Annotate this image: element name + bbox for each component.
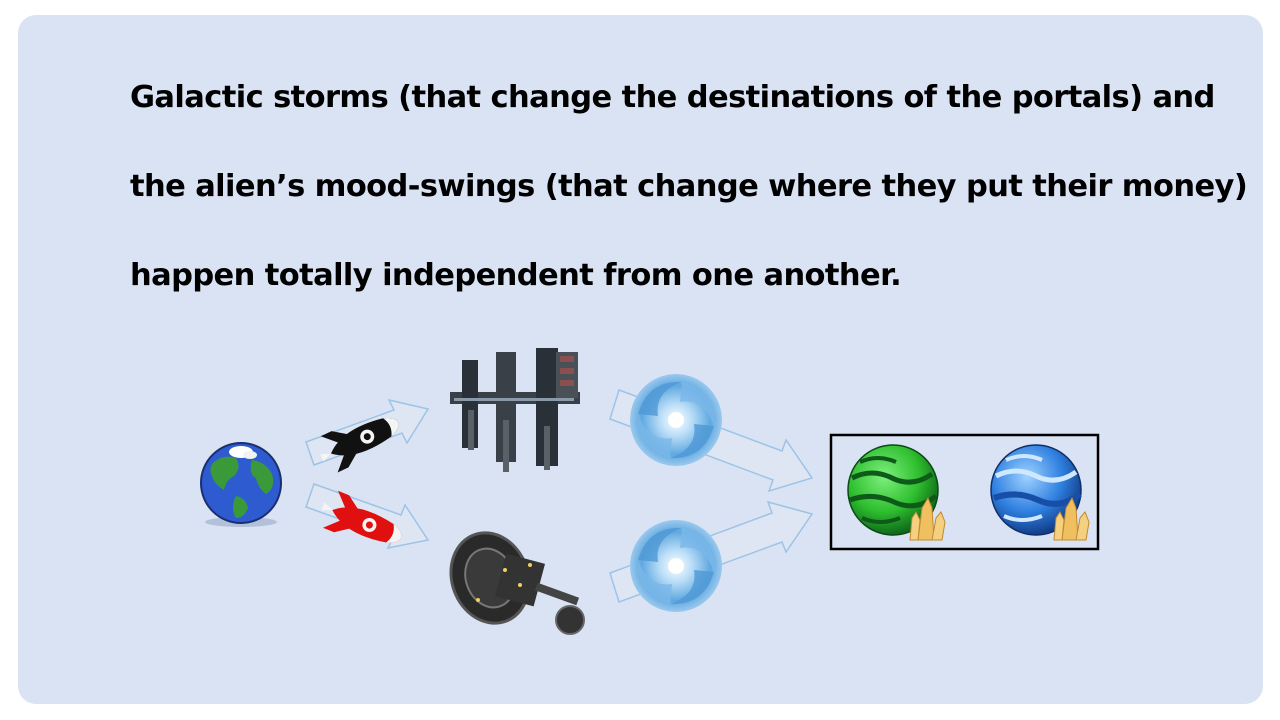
space-station-top-icon	[450, 348, 580, 472]
portal-top-icon	[630, 374, 722, 466]
crystal-icon	[909, 496, 946, 541]
space-station-bottom-icon	[449, 531, 585, 635]
black-rocket-icon	[320, 417, 399, 473]
earth-icon	[200, 442, 282, 527]
destination-box	[829, 433, 1100, 551]
text-line-3: happen totally independent from one anot…	[130, 258, 902, 293]
text-line-2: the alien’s mood-swings (that change whe…	[130, 169, 1248, 204]
blue-planet-icon	[990, 444, 1082, 536]
red-rocket-icon	[321, 490, 402, 543]
portal-bottom-icon	[630, 520, 722, 612]
text-line-1: Galactic storms (that change the destina…	[130, 80, 1215, 115]
crystal-icon	[1053, 496, 1090, 541]
